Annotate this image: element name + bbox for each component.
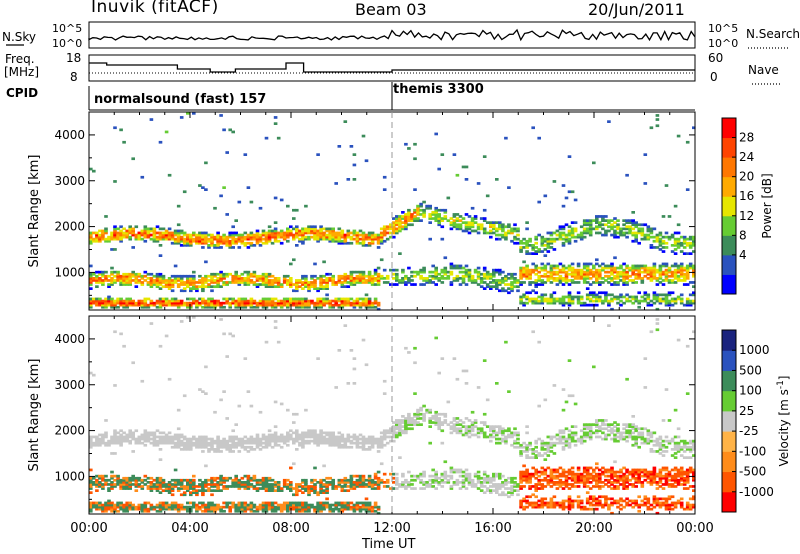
power-colorbar-frame (721, 117, 737, 295)
station-title: Inuvik (fitACF) (91, 0, 219, 17)
power-colorbar-cell (722, 196, 736, 217)
cpid-segment-1: normalsound (fast) 157 (94, 92, 267, 107)
x-tick-label: 00:00 (676, 521, 713, 536)
power-colorbar-cell (722, 274, 736, 295)
x-tick-label: 12:00 (373, 521, 410, 536)
cpid-label: CPID (6, 86, 39, 100)
power-colorbar-cell (722, 254, 736, 275)
velocity-colorbar-cell (722, 390, 736, 412)
x-tick-label: 04:00 (171, 521, 208, 536)
velocity-colorbar-title: Velocity [m s-1] (776, 376, 791, 467)
freq-label-line2: [MHz] (4, 65, 40, 79)
velocity-colorbar-cell (722, 431, 736, 452)
velocity-colorbar-cell (722, 410, 736, 432)
x-tick-label: 20:00 (575, 521, 612, 536)
nave-bottom-tick: 0 (710, 70, 718, 84)
power-colorbar-cell (722, 118, 736, 139)
velocity-colorbar-cell (722, 451, 736, 473)
velocity-colorbar-label: -1000 (739, 485, 774, 499)
velocity-ylabel: Slant Range [km] (27, 359, 42, 472)
freq-bottom-tick: 8 (70, 70, 78, 84)
velocity-colorbar-label: -100 (739, 444, 766, 458)
velocity-colorbar-cell (722, 330, 736, 351)
power-ytick-label: 1000 (54, 265, 85, 279)
velocity-colorbar-label: 100 (739, 384, 762, 398)
velocity-colorbar-label: -500 (739, 465, 766, 479)
nsearch-top-tick: 10^5 (708, 22, 739, 35)
freq-panel (88, 54, 696, 82)
velocity-colorbar-cell (722, 350, 736, 371)
nsky-panel (88, 21, 696, 49)
freq-series (89, 62, 695, 73)
power-ytick-label: 4000 (54, 128, 85, 142)
power-ytick-label: 3000 (54, 174, 85, 188)
x-tick-label: 08:00 (272, 521, 309, 536)
nave-label: Nave (748, 63, 779, 77)
velocity-colorbar-label: 1000 (739, 343, 770, 357)
velocity-ytick-label: 2000 (54, 424, 85, 438)
velocity-colorbar-cell (722, 471, 736, 493)
power-colorbar-label: 24 (739, 150, 754, 164)
beam-title: Beam 03 (355, 0, 427, 19)
velocity-ytick-label: 1000 (54, 469, 85, 483)
velocity-colorbar-frame (721, 329, 737, 513)
power-colorbar-label: 8 (739, 228, 747, 242)
nsky-top-tick: 10^5 (52, 22, 83, 35)
power-colorbar-cell (722, 157, 736, 178)
freq-top-tick: 18 (66, 51, 82, 65)
velocity-colorbar-cell (722, 491, 736, 513)
plot-axes (6, 21, 790, 515)
power-colorbar-label: 28 (739, 131, 754, 145)
velocity-heatmap (89, 316, 696, 515)
power-colorbar-label: 4 (739, 248, 747, 262)
velocity-colorbar-label: 25 (739, 404, 754, 418)
velocity-ytick-label: 3000 (54, 378, 85, 392)
power-colorbar-cell (722, 176, 736, 197)
nsearch-bottom-tick: 10^0 (708, 37, 739, 50)
velocity-unit-exponent: -1 (776, 380, 786, 389)
velocity-ytick-label: 4000 (54, 332, 85, 346)
power-colorbar-title: Power [dB] (760, 173, 774, 238)
power-colorbar-label: 12 (739, 209, 754, 223)
power-ylabel: Slant Range [km] (27, 155, 42, 268)
nsky-label: N.Sky (2, 30, 37, 44)
velocity-colorbar-cell (722, 370, 736, 392)
power-colorbar-label: 20 (739, 170, 754, 184)
date-title: 20/Jun/2011 (588, 0, 685, 19)
power-ytick-label: 2000 (54, 220, 85, 234)
power-colorbar-cell (722, 235, 736, 256)
power-colorbar-label: 16 (739, 189, 754, 203)
velocity-unit-close: ] (777, 376, 791, 381)
cpid-segment-2: themis 3300 (393, 82, 484, 97)
power-colorbar-cell (722, 137, 736, 158)
velocity-colorbar-label: 500 (739, 363, 762, 377)
nsky-series (88, 28, 696, 42)
x-axis-label: Time UT (362, 537, 416, 552)
nsky-bottom-tick: 10^0 (52, 37, 83, 50)
power-colorbar-cell (722, 215, 736, 236)
nave-top-tick: 60 (708, 51, 724, 65)
x-tick-label: 16:00 (474, 521, 511, 536)
power-heatmap (89, 112, 696, 311)
x-tick-label: 00:00 (70, 521, 107, 536)
velocity-colorbar-label: -25 (739, 424, 759, 438)
freq-label-line1: Freq. (5, 52, 35, 66)
nsearch-label: N.Search (746, 27, 800, 41)
